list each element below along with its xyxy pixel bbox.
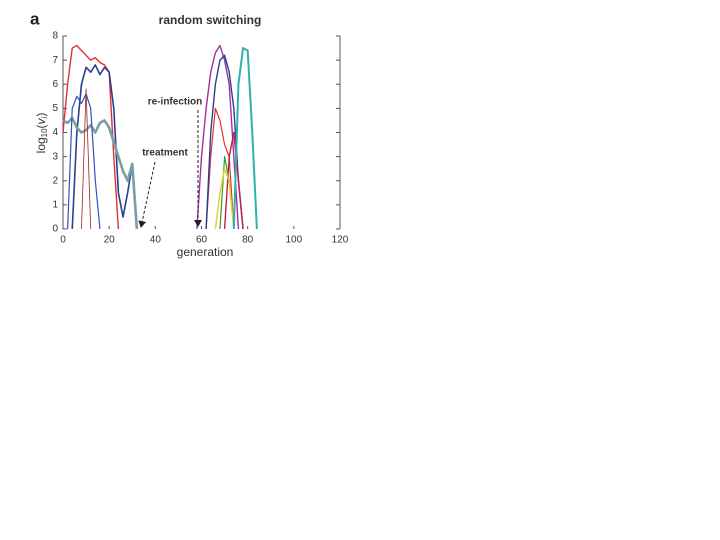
series-line xyxy=(205,107,235,230)
series-line xyxy=(214,167,235,230)
y-label-part: v xyxy=(34,117,48,124)
x-tick-label: 100 xyxy=(285,235,302,246)
series-line xyxy=(196,44,240,230)
x-axis-label: generation xyxy=(177,245,234,259)
series-line xyxy=(81,88,92,230)
treatment-arrow xyxy=(138,161,156,228)
y-tick-label: 5 xyxy=(52,103,58,114)
annotation: re-infection xyxy=(148,97,202,108)
series-line xyxy=(67,93,101,230)
series-line xyxy=(223,131,244,230)
y-axis-label: log10(vi) xyxy=(34,113,49,154)
y-tick-label: 7 xyxy=(52,55,58,66)
y-tick-label: 0 xyxy=(52,224,58,235)
x-tick-label: 60 xyxy=(196,235,208,246)
x-tick-label: 40 xyxy=(150,235,162,246)
y-label-part: ) xyxy=(34,113,48,117)
panel-label: a xyxy=(30,9,40,28)
series-line xyxy=(232,47,258,230)
y-tick-label: 3 xyxy=(52,151,58,162)
y-tick-label: 6 xyxy=(52,79,58,90)
x-tick-label: 80 xyxy=(242,235,254,246)
y-tick-label: 2 xyxy=(52,175,58,186)
annotation: treatment xyxy=(142,148,188,159)
x-tick-label: 0 xyxy=(60,235,66,246)
y-label-part: log xyxy=(34,137,48,153)
y-label-part: i xyxy=(40,116,49,118)
y-tick-label: 8 xyxy=(52,31,58,42)
plot-area xyxy=(62,44,258,230)
chart-title: random switching xyxy=(159,13,262,27)
x-tick-label: 20 xyxy=(104,235,116,246)
y-label-part: 10 xyxy=(40,128,49,137)
x-tick-label: 120 xyxy=(332,235,349,246)
y-label-part: ( xyxy=(34,124,48,128)
series-line xyxy=(71,64,138,230)
y-tick-label: 1 xyxy=(52,200,58,211)
y-tick-label: 4 xyxy=(52,127,58,138)
series-line xyxy=(62,116,139,230)
